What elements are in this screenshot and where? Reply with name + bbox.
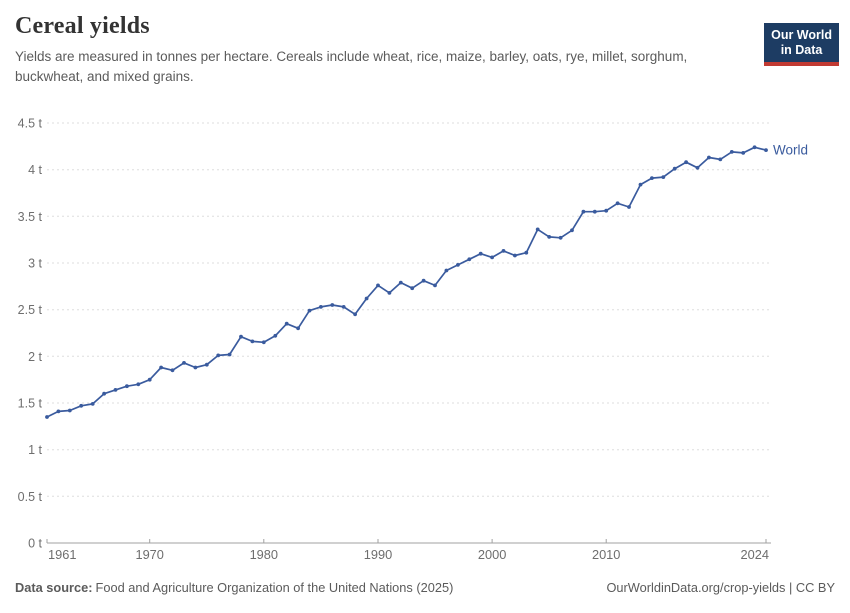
x-axis-tick-label: 1961: [48, 547, 76, 562]
credit-link[interactable]: OurWorldinData.org/crop-yields | CC BY: [606, 580, 835, 595]
data-point[interactable]: [535, 227, 540, 232]
data-point[interactable]: [113, 388, 118, 392]
chart-header: Cereal yields Yields are measured in ton…: [0, 13, 850, 87]
y-axis-tick-label: 2 t: [28, 350, 42, 364]
data-point[interactable]: [56, 409, 61, 414]
data-point[interactable]: [204, 362, 209, 367]
y-axis-tick-label: 0.5 t: [18, 490, 43, 504]
data-point[interactable]: [490, 255, 494, 260]
chart-footer: Data source: Food and Agriculture Organiz…: [15, 580, 835, 595]
data-point[interactable]: [547, 235, 552, 239]
data-point[interactable]: [284, 321, 289, 326]
data-point[interactable]: [752, 145, 757, 150]
data-point[interactable]: [239, 334, 243, 339]
data-point[interactable]: [661, 175, 666, 179]
data-point[interactable]: [170, 368, 175, 373]
owid-logo: Our World in Data: [764, 23, 839, 66]
y-axis-tick-label: 4 t: [28, 163, 42, 177]
series-label-world[interactable]: World: [773, 143, 808, 158]
data-point[interactable]: [90, 402, 95, 406]
data-point[interactable]: [718, 157, 723, 162]
data-point[interactable]: [615, 201, 620, 206]
data-point[interactable]: [387, 291, 392, 295]
data-point[interactable]: [558, 235, 563, 240]
data-point[interactable]: [102, 391, 106, 396]
y-axis-tick-label: 3.5 t: [18, 210, 43, 224]
y-axis-tick-label: 1 t: [28, 443, 42, 457]
x-axis-tick-label: 2024: [741, 547, 769, 562]
data-point[interactable]: [627, 205, 631, 209]
y-axis-tick-label: 2.5 t: [18, 303, 43, 317]
y-axis-tick-label: 4.5 t: [18, 117, 43, 131]
x-axis-tick-label: 1970: [135, 547, 163, 562]
data-point[interactable]: [592, 209, 597, 214]
x-axis-tick-label: 2000: [478, 547, 506, 562]
data-point[interactable]: [250, 339, 255, 344]
data-point[interactable]: [398, 280, 403, 285]
data-point[interactable]: [261, 340, 266, 345]
data-point[interactable]: [467, 257, 472, 262]
data-point[interactable]: [307, 308, 312, 313]
data-point[interactable]: [319, 305, 323, 309]
data-point[interactable]: [581, 209, 586, 214]
data-point[interactable]: [501, 249, 506, 253]
data-point[interactable]: [353, 312, 357, 317]
owid-logo-line2: in Data: [780, 42, 823, 57]
data-point[interactable]: [478, 251, 483, 256]
data-point[interactable]: [456, 263, 460, 267]
data-point[interactable]: [79, 403, 84, 408]
data-point[interactable]: [764, 148, 768, 152]
data-point[interactable]: [570, 228, 574, 233]
data-point[interactable]: [684, 160, 688, 165]
data-point[interactable]: [216, 353, 221, 358]
data-point[interactable]: [227, 352, 232, 357]
data-point[interactable]: [672, 166, 677, 171]
owid-logo-line1: Our World: [771, 28, 832, 42]
data-point[interactable]: [444, 268, 449, 273]
line-chart-plot[interactable]: 0 t 0.5 t 1 t 1.5 t 2 t 2.5 t 3 t 3.5 t 4 t 4.5 t…: [0, 108, 850, 583]
y-axis-tick-label: 3 t: [28, 257, 42, 271]
data-source-label: Data source:: [15, 580, 93, 595]
y-axis-tick-label: 1.5 t: [18, 397, 43, 411]
data-point[interactable]: [159, 365, 164, 370]
data-point[interactable]: [638, 182, 643, 187]
data-point[interactable]: [729, 150, 734, 154]
data-line-world[interactable]: [46, 146, 767, 418]
data-point[interactable]: [67, 408, 72, 413]
data-point[interactable]: [513, 253, 517, 258]
data-point[interactable]: [741, 151, 746, 155]
data-point[interactable]: [193, 365, 198, 370]
data-point[interactable]: [125, 384, 129, 389]
data-source: Data source: Food and Agriculture Organiz…: [15, 580, 453, 595]
data-point[interactable]: [707, 155, 711, 160]
data-source-text[interactable]: Food and Agriculture Organization of the…: [95, 580, 454, 595]
x-axis-tick-label: 1980: [250, 547, 278, 562]
data-point[interactable]: [330, 303, 335, 307]
data-point[interactable]: [524, 250, 529, 255]
data-point[interactable]: [273, 333, 278, 338]
chart-subtitle: Yields are measured in tonnes per hectar…: [15, 49, 688, 84]
data-point[interactable]: [410, 286, 415, 291]
data-point[interactable]: [433, 283, 437, 288]
data-point[interactable]: [296, 326, 300, 331]
y-axis-tick-label: 0 t: [28, 537, 42, 551]
data-point[interactable]: [421, 278, 426, 283]
data-point[interactable]: [136, 382, 141, 387]
data-point[interactable]: [182, 361, 186, 365]
data-point[interactable]: [147, 377, 152, 382]
data-point[interactable]: [650, 176, 654, 180]
data-point[interactable]: [604, 208, 609, 213]
data-point[interactable]: [341, 305, 346, 309]
data-point[interactable]: [364, 296, 369, 301]
data-point[interactable]: [695, 165, 700, 170]
x-axis-tick-label: 1990: [364, 547, 392, 562]
x-axis-tick-label: 2010: [592, 547, 620, 562]
data-point[interactable]: [376, 283, 380, 288]
data-point[interactable]: [45, 415, 49, 419]
page-title: Cereal yields: [15, 13, 150, 39]
